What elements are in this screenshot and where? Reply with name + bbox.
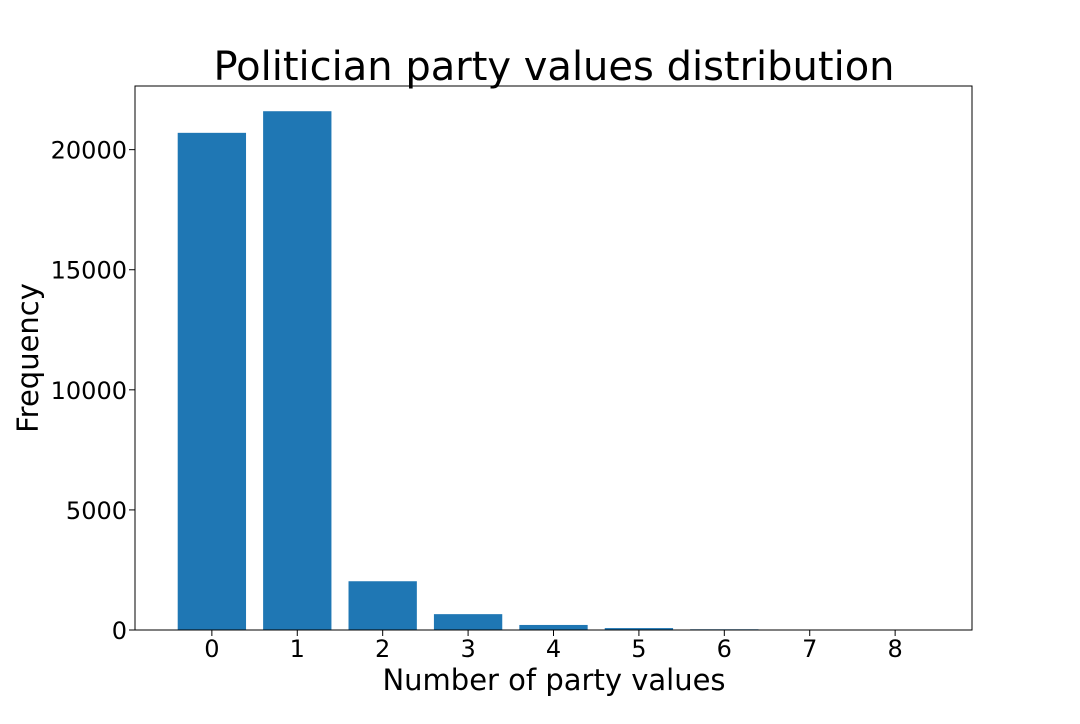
chart-title: Politician party values distribution	[213, 44, 894, 90]
plot-frame	[135, 86, 972, 630]
bar-3	[434, 614, 502, 630]
x-tick-label: 6	[717, 635, 732, 663]
bar-4	[519, 625, 587, 630]
x-tick-label: 4	[546, 635, 561, 663]
y-tick-label: 10000	[51, 377, 127, 405]
y-axis-label: Frequency	[11, 283, 45, 433]
x-tick-label: 7	[802, 635, 817, 663]
y-axis: 0 5000 10000 15000 20000	[51, 137, 135, 645]
x-tick-label: 0	[204, 635, 219, 663]
bar-1	[263, 111, 331, 630]
bar-0	[178, 133, 246, 630]
x-tick-label: 2	[375, 635, 390, 663]
x-axis-label: Number of party values	[382, 663, 725, 697]
bar-2	[349, 581, 417, 630]
x-tick-label: 3	[460, 635, 475, 663]
bars-layer	[178, 111, 930, 630]
x-tick-label: 8	[887, 635, 902, 663]
y-tick-label: 0	[112, 617, 127, 645]
y-tick-label: 15000	[51, 257, 127, 285]
x-axis: 0 1 2 3 4 5 6 7 8	[204, 630, 903, 663]
x-tick-label: 5	[631, 635, 646, 663]
x-tick-label: 1	[290, 635, 305, 663]
y-tick-label: 5000	[66, 497, 127, 525]
y-tick-label: 20000	[51, 137, 127, 165]
